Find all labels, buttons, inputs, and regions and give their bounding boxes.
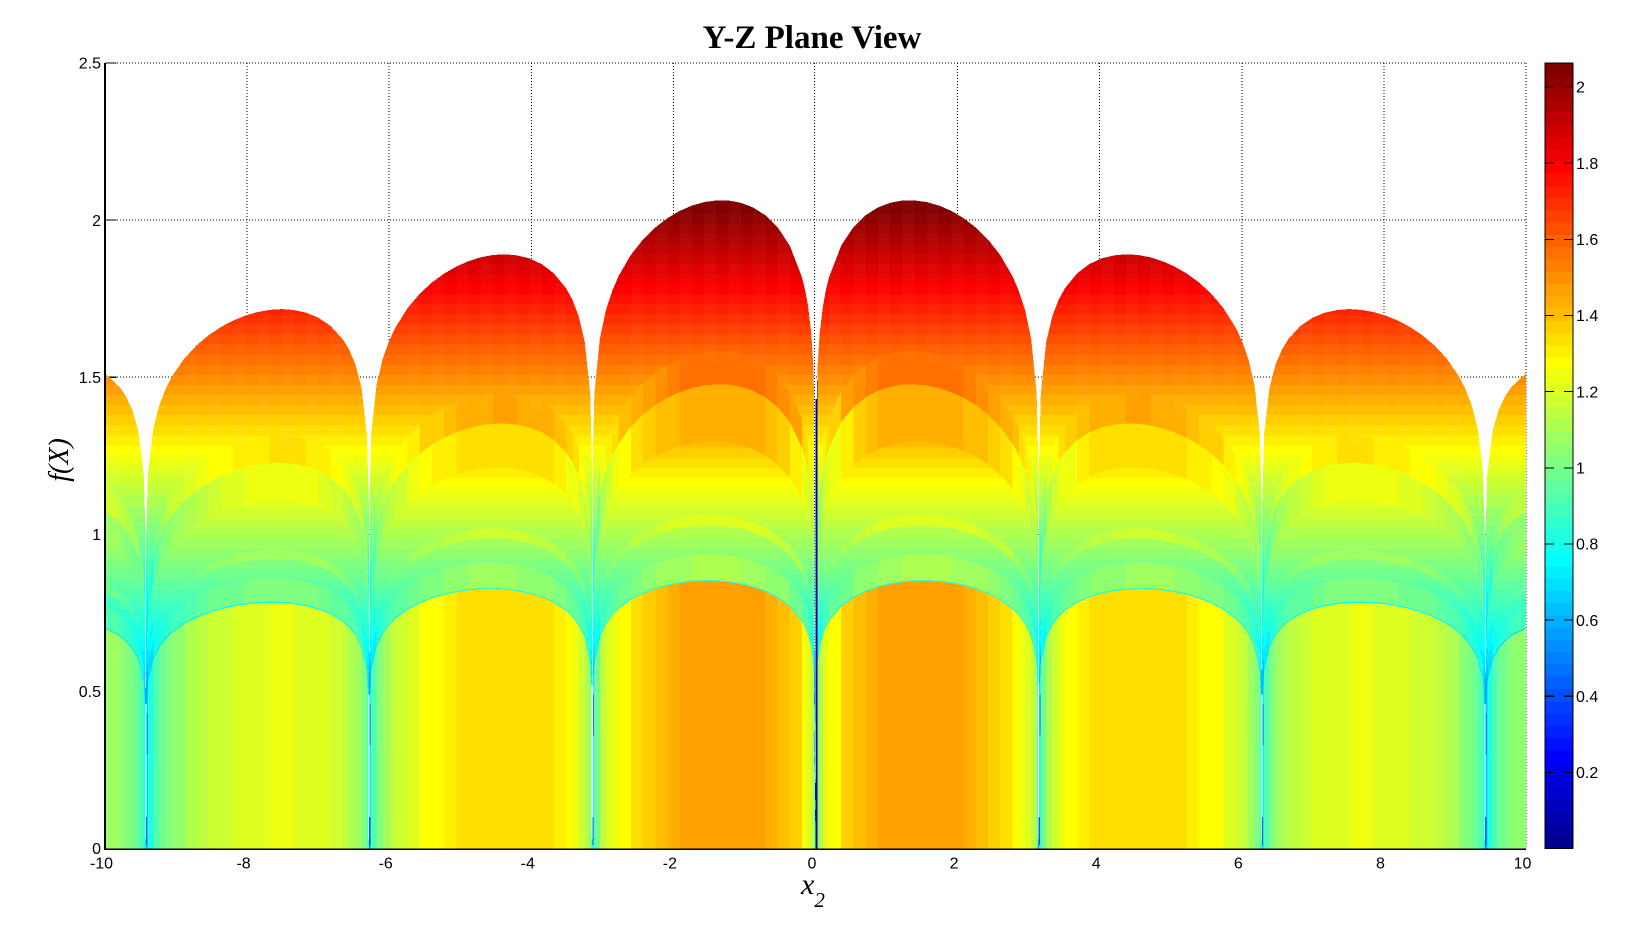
svg-text:1.5: 1.5 [79, 370, 101, 387]
svg-text:1: 1 [92, 527, 101, 544]
svg-text:0.8: 0.8 [1576, 537, 1598, 554]
svg-text:-6: -6 [379, 855, 393, 872]
svg-text:8: 8 [1376, 855, 1385, 872]
svg-text:10: 10 [1514, 855, 1532, 872]
svg-text:-4: -4 [521, 855, 535, 872]
svg-text:0: 0 [808, 855, 817, 872]
svg-text:1.6: 1.6 [1576, 232, 1598, 249]
svg-text:-8: -8 [236, 855, 250, 872]
svg-text:-2: -2 [663, 855, 677, 872]
svg-text:-10: -10 [90, 855, 113, 872]
svg-text:0.4: 0.4 [1576, 689, 1598, 706]
svg-text:1.4: 1.4 [1576, 308, 1598, 325]
svg-text:2.5: 2.5 [79, 56, 101, 73]
svg-text:2: 2 [950, 855, 959, 872]
svg-text:1: 1 [1576, 461, 1585, 478]
svg-text:0.2: 0.2 [1576, 765, 1598, 782]
svg-text:2: 2 [92, 213, 101, 230]
svg-text:2: 2 [1576, 80, 1585, 97]
svg-text:Y-Z Plane View: Y-Z Plane View [703, 20, 922, 56]
svg-text:f(X): f(X) [44, 438, 75, 482]
svg-text:1.2: 1.2 [1576, 384, 1598, 401]
svg-text:0: 0 [92, 841, 101, 858]
svg-text:6: 6 [1234, 855, 1243, 872]
svg-text:0.6: 0.6 [1576, 613, 1598, 630]
svg-text:1.8: 1.8 [1576, 156, 1598, 173]
svg-text:0.5: 0.5 [79, 684, 101, 701]
svg-text:4: 4 [1092, 855, 1101, 872]
